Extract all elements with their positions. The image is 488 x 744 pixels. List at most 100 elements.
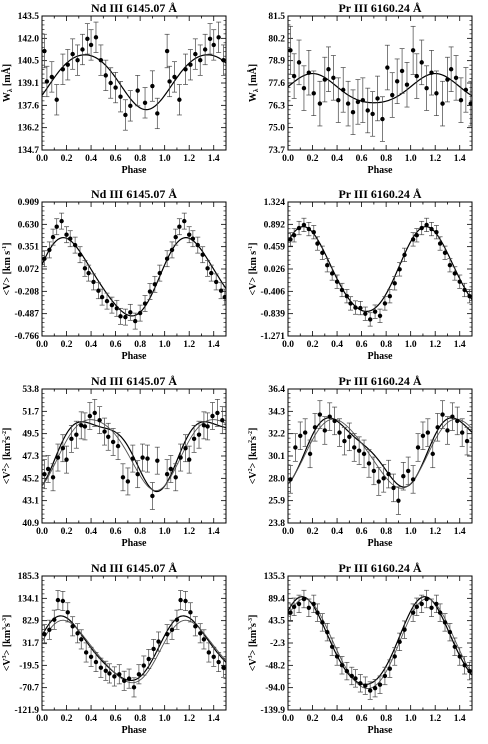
y-tick-label: -48.2 [265, 661, 285, 671]
y-tick-label: 32.2 [268, 430, 285, 440]
data-point [312, 413, 318, 442]
data-point [382, 296, 388, 311]
y-tick-label: 142.0 [18, 34, 40, 44]
x-axis-label: Phase [368, 165, 394, 176]
data-point [288, 232, 293, 247]
plot-frame [41, 15, 227, 151]
x-tick-label: 0.6 [110, 340, 122, 350]
data-point [346, 422, 352, 452]
data-point [356, 436, 362, 465]
data-point [468, 80, 472, 127]
y-tick-label: 135.3 [264, 572, 286, 582]
data-point [464, 426, 470, 456]
data-point [399, 48, 405, 94]
data-point [395, 486, 401, 515]
data-point [196, 420, 202, 449]
data-point [201, 629, 207, 650]
y-axis-label: Wλ [mÅ] [1, 64, 14, 102]
x-tick-label: 0.4 [331, 340, 343, 350]
data-point [337, 418, 343, 447]
x-tick-label: 1.0 [159, 340, 171, 350]
data-point [73, 420, 79, 449]
data-point [42, 624, 47, 645]
data-point [311, 594, 317, 614]
chart-title: Pr III 6160.24 Å [338, 187, 421, 201]
data-point [397, 632, 403, 651]
data-point [442, 245, 448, 260]
y-tick-label: -139.9 [260, 706, 285, 716]
y-tick-label: -0.766 [14, 332, 39, 342]
data-point [201, 411, 207, 440]
data-point [348, 296, 354, 311]
data-point [390, 473, 396, 503]
data-point [168, 455, 174, 483]
data-point [306, 221, 312, 237]
x-tick-label: 0.2 [61, 714, 73, 724]
y-tick-label: -19.5 [19, 661, 39, 671]
data-point [394, 58, 400, 104]
y-tick-label: -94.0 [265, 684, 285, 694]
fit-curve [288, 226, 472, 313]
chart-panel-4: Pr III 6160.24 Å 0.0 0.2 0.4 0.6 0.8 1.0 1.2 1.4… [248, 187, 473, 362]
data-point [389, 72, 395, 118]
y-tick-label: -0.839 [260, 310, 285, 320]
x-tick-label: 0.0 [282, 340, 294, 350]
data-point [367, 312, 373, 327]
data-point [84, 23, 90, 55]
data-point [414, 53, 420, 99]
data-point [302, 418, 308, 447]
y-tick-label: 136.2 [18, 124, 40, 134]
data-point [205, 259, 211, 277]
y-axis-label: <V2> [km2s-2] [2, 428, 13, 485]
y-axis-label: <V> [km s-1] [2, 242, 13, 295]
data-point [186, 226, 192, 244]
data-point [118, 307, 124, 325]
data-point [296, 594, 302, 614]
data-point [452, 637, 458, 656]
data-point [187, 49, 193, 81]
data-point [60, 53, 66, 85]
data-point [130, 444, 136, 473]
data-point [64, 226, 70, 244]
data-point [288, 465, 293, 494]
chart-panel-7: Nd III 6145.07 Å 0.0 0.2 0.4 0.6 0.8 1.0 1.2 1.4… [2, 561, 227, 736]
data-point [207, 23, 213, 55]
data-point [425, 418, 431, 447]
x-tick-label: 1.0 [405, 714, 417, 724]
data-point [79, 33, 85, 66]
data-point [176, 84, 182, 116]
x-tick-label: 1.4 [454, 527, 466, 537]
data-point [195, 236, 201, 254]
data-point [444, 416, 450, 445]
data-point [291, 228, 297, 243]
fit-curve [42, 419, 226, 492]
data-point [149, 482, 155, 510]
x-axis-label: Phase [122, 538, 148, 549]
data-point [357, 301, 363, 316]
data-point [178, 443, 184, 472]
data-point [424, 217, 430, 232]
x-tick-label: 1.4 [454, 714, 466, 724]
data-point [132, 312, 138, 330]
x-axis-label: Phase [122, 165, 148, 176]
data-point [44, 65, 50, 98]
data-point [301, 217, 307, 232]
y-tick-label: 0.072 [18, 265, 40, 275]
data-point [82, 412, 88, 441]
data-point [419, 594, 425, 614]
chart-panel-6: Pr III 6160.24 Å 0.0 0.2 0.4 0.6 0.8 1.0 1.2 1.4… [248, 374, 473, 549]
data-point [211, 29, 217, 61]
data-point [97, 406, 103, 435]
data-point [415, 433, 421, 462]
data-point [357, 674, 363, 693]
data-point [296, 39, 302, 86]
data-point [78, 629, 84, 650]
data-point [55, 443, 61, 472]
fit-curve [42, 619, 226, 684]
data-point [367, 681, 373, 700]
y-tick-label: 76.3 [268, 101, 285, 111]
x-tick-label: 1.0 [159, 154, 171, 164]
data-point [352, 300, 358, 315]
y-tick-label: -0.487 [14, 310, 39, 320]
